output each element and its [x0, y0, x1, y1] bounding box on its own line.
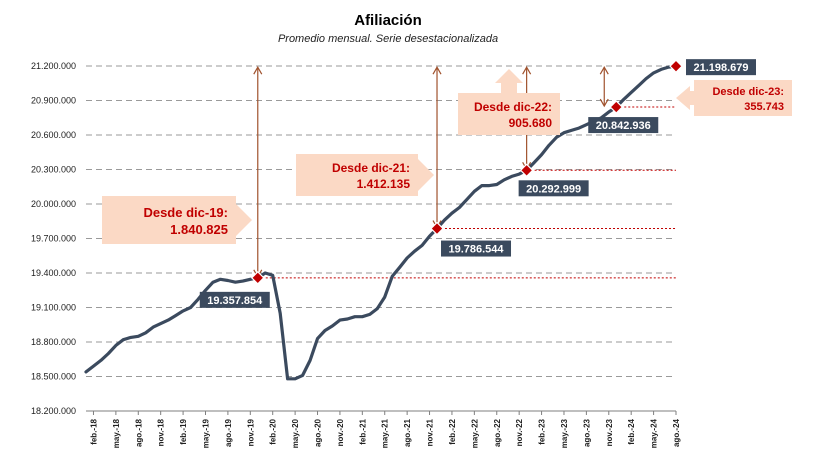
callout-value: 1.840.825 — [170, 222, 228, 237]
x-tick-label: may.-19 — [201, 418, 210, 448]
arrowhead-bottom — [599, 98, 609, 108]
data-label-text: 19.786.544 — [448, 244, 504, 256]
y-tick-label: 20.300.000 — [31, 165, 76, 175]
y-tick-label: 20.600.000 — [31, 130, 76, 140]
callout: Desde dic-19: 1.840.825 — [102, 196, 252, 244]
data-marker — [519, 163, 534, 178]
x-tick-label: may.-23 — [560, 418, 569, 448]
x-tick-label: may.-22 — [470, 418, 479, 448]
callout: Desde dic-21: 1.412.135 — [296, 154, 434, 196]
data-label-text: 21.198.679 — [693, 62, 748, 74]
x-tick-label: feb.-19 — [179, 418, 188, 444]
callout-label-line1: Desde dic-22: — [474, 100, 552, 114]
callouts: Desde dic-19: 1.840.825 Desde dic-21: 1.412… — [102, 69, 792, 244]
y-tick-label: 18.500.000 — [31, 372, 76, 382]
data-marker — [609, 100, 624, 114]
data-label-box — [588, 117, 659, 134]
data-label: 19.357.854 — [199, 291, 270, 308]
y-tick-label: 20.900.000 — [31, 96, 76, 106]
callout: Desde dic-23: 355.743 — [676, 80, 792, 116]
data-label-box — [686, 59, 756, 76]
y-tick-label: 19.700.000 — [31, 234, 76, 244]
callout: Desde dic-22: 905.680 — [458, 69, 560, 135]
callout-value: 1.412.135 — [357, 177, 411, 191]
y-tick-label: 18.800.000 — [31, 337, 76, 347]
x-axis-ticks: feb.-18 may.-18 ago.-18 nov.-18 feb.-19 may.-… — [86, 410, 681, 448]
data-label: 20.292.999 — [518, 180, 589, 197]
callout-box — [296, 154, 434, 196]
data-marker — [669, 59, 683, 74]
x-tick-label: may.-18 — [112, 418, 121, 448]
callout-box — [676, 80, 792, 116]
x-tick-label: feb.-22 — [448, 418, 457, 444]
x-tick-label: nov.-18 — [157, 418, 166, 446]
data-labels: 19.357.854 19.786.544 20.292.999 20.842.936… — [199, 59, 756, 308]
x-tick-label: ago.-23 — [582, 418, 591, 447]
y-tick-label: 18.200.000 — [31, 406, 76, 416]
chart-subtitle: Promedio mensual. Serie desestacionaliza… — [278, 33, 498, 45]
arrowhead-top — [432, 65, 442, 75]
series-layer — [84, 64, 678, 381]
x-tick-label: ago.-21 — [403, 418, 412, 447]
data-label-box — [441, 240, 512, 257]
callout-label-line1: Desde dic-19: — [143, 205, 228, 220]
callout-box — [102, 196, 252, 244]
series-line-afiliacion — [84, 64, 678, 381]
data-marker — [430, 221, 444, 236]
data-label-text: 20.292.999 — [526, 183, 581, 195]
reference-lines — [257, 106, 676, 279]
data-label-text: 20.842.936 — [596, 120, 651, 132]
x-tick-label: nov.-20 — [336, 418, 345, 446]
x-tick-label: may.-21 — [381, 418, 390, 448]
x-tick-label: ago.-18 — [134, 418, 143, 447]
chart-title: Afiliación — [354, 12, 422, 29]
x-tick-label: feb.-18 — [89, 418, 98, 444]
arrowhead-top — [522, 65, 532, 75]
markers — [250, 59, 683, 285]
callout-box — [458, 69, 560, 135]
x-tick-label: nov.-23 — [605, 418, 614, 446]
arrowhead-top — [253, 65, 263, 75]
callout-value: 905.680 — [509, 116, 553, 130]
x-tick-label: nov.-22 — [515, 418, 524, 446]
y-tick-label: 21.200.000 — [31, 61, 76, 71]
callout-value: 355.743 — [744, 101, 784, 113]
x-tick-label: ago.-19 — [224, 418, 233, 447]
x-tick-label: feb.-24 — [627, 418, 636, 444]
data-label: 21.198.679 — [686, 59, 756, 76]
data-label-box — [518, 180, 589, 197]
x-tick-label: nov.-19 — [246, 418, 255, 446]
x-tick-label: feb.-20 — [269, 418, 278, 444]
data-label-text: 19.357.854 — [207, 295, 263, 307]
x-tick-label: ago.-20 — [314, 418, 323, 447]
callout-label-line1: Desde dic-21: — [332, 161, 410, 175]
y-tick-label: 19.400.000 — [31, 268, 76, 278]
data-label: 20.842.936 — [588, 117, 659, 134]
y-axis-ticks: 18.200.000 18.500.000 18.800.000 19.100.000… — [31, 61, 76, 416]
y-tick-label: 19.100.000 — [31, 303, 76, 313]
arrowhead-top — [599, 65, 609, 75]
y-tick-label: 20.000.000 — [31, 199, 76, 209]
x-tick-label: nov.-21 — [426, 418, 435, 446]
x-tick-label: feb.-21 — [358, 418, 367, 444]
x-tick-label: may.-24 — [650, 418, 659, 448]
x-tick-label: ago.-22 — [493, 418, 502, 447]
x-tick-label: ago.-24 — [672, 418, 681, 447]
x-tick-label: may.-20 — [291, 418, 300, 448]
data-label: 19.786.544 — [441, 240, 512, 257]
x-tick-label: feb.-23 — [538, 418, 547, 444]
data-label-box — [199, 291, 270, 308]
callout-label-line1: Desde dic-23: — [712, 86, 784, 98]
data-marker — [250, 270, 265, 285]
